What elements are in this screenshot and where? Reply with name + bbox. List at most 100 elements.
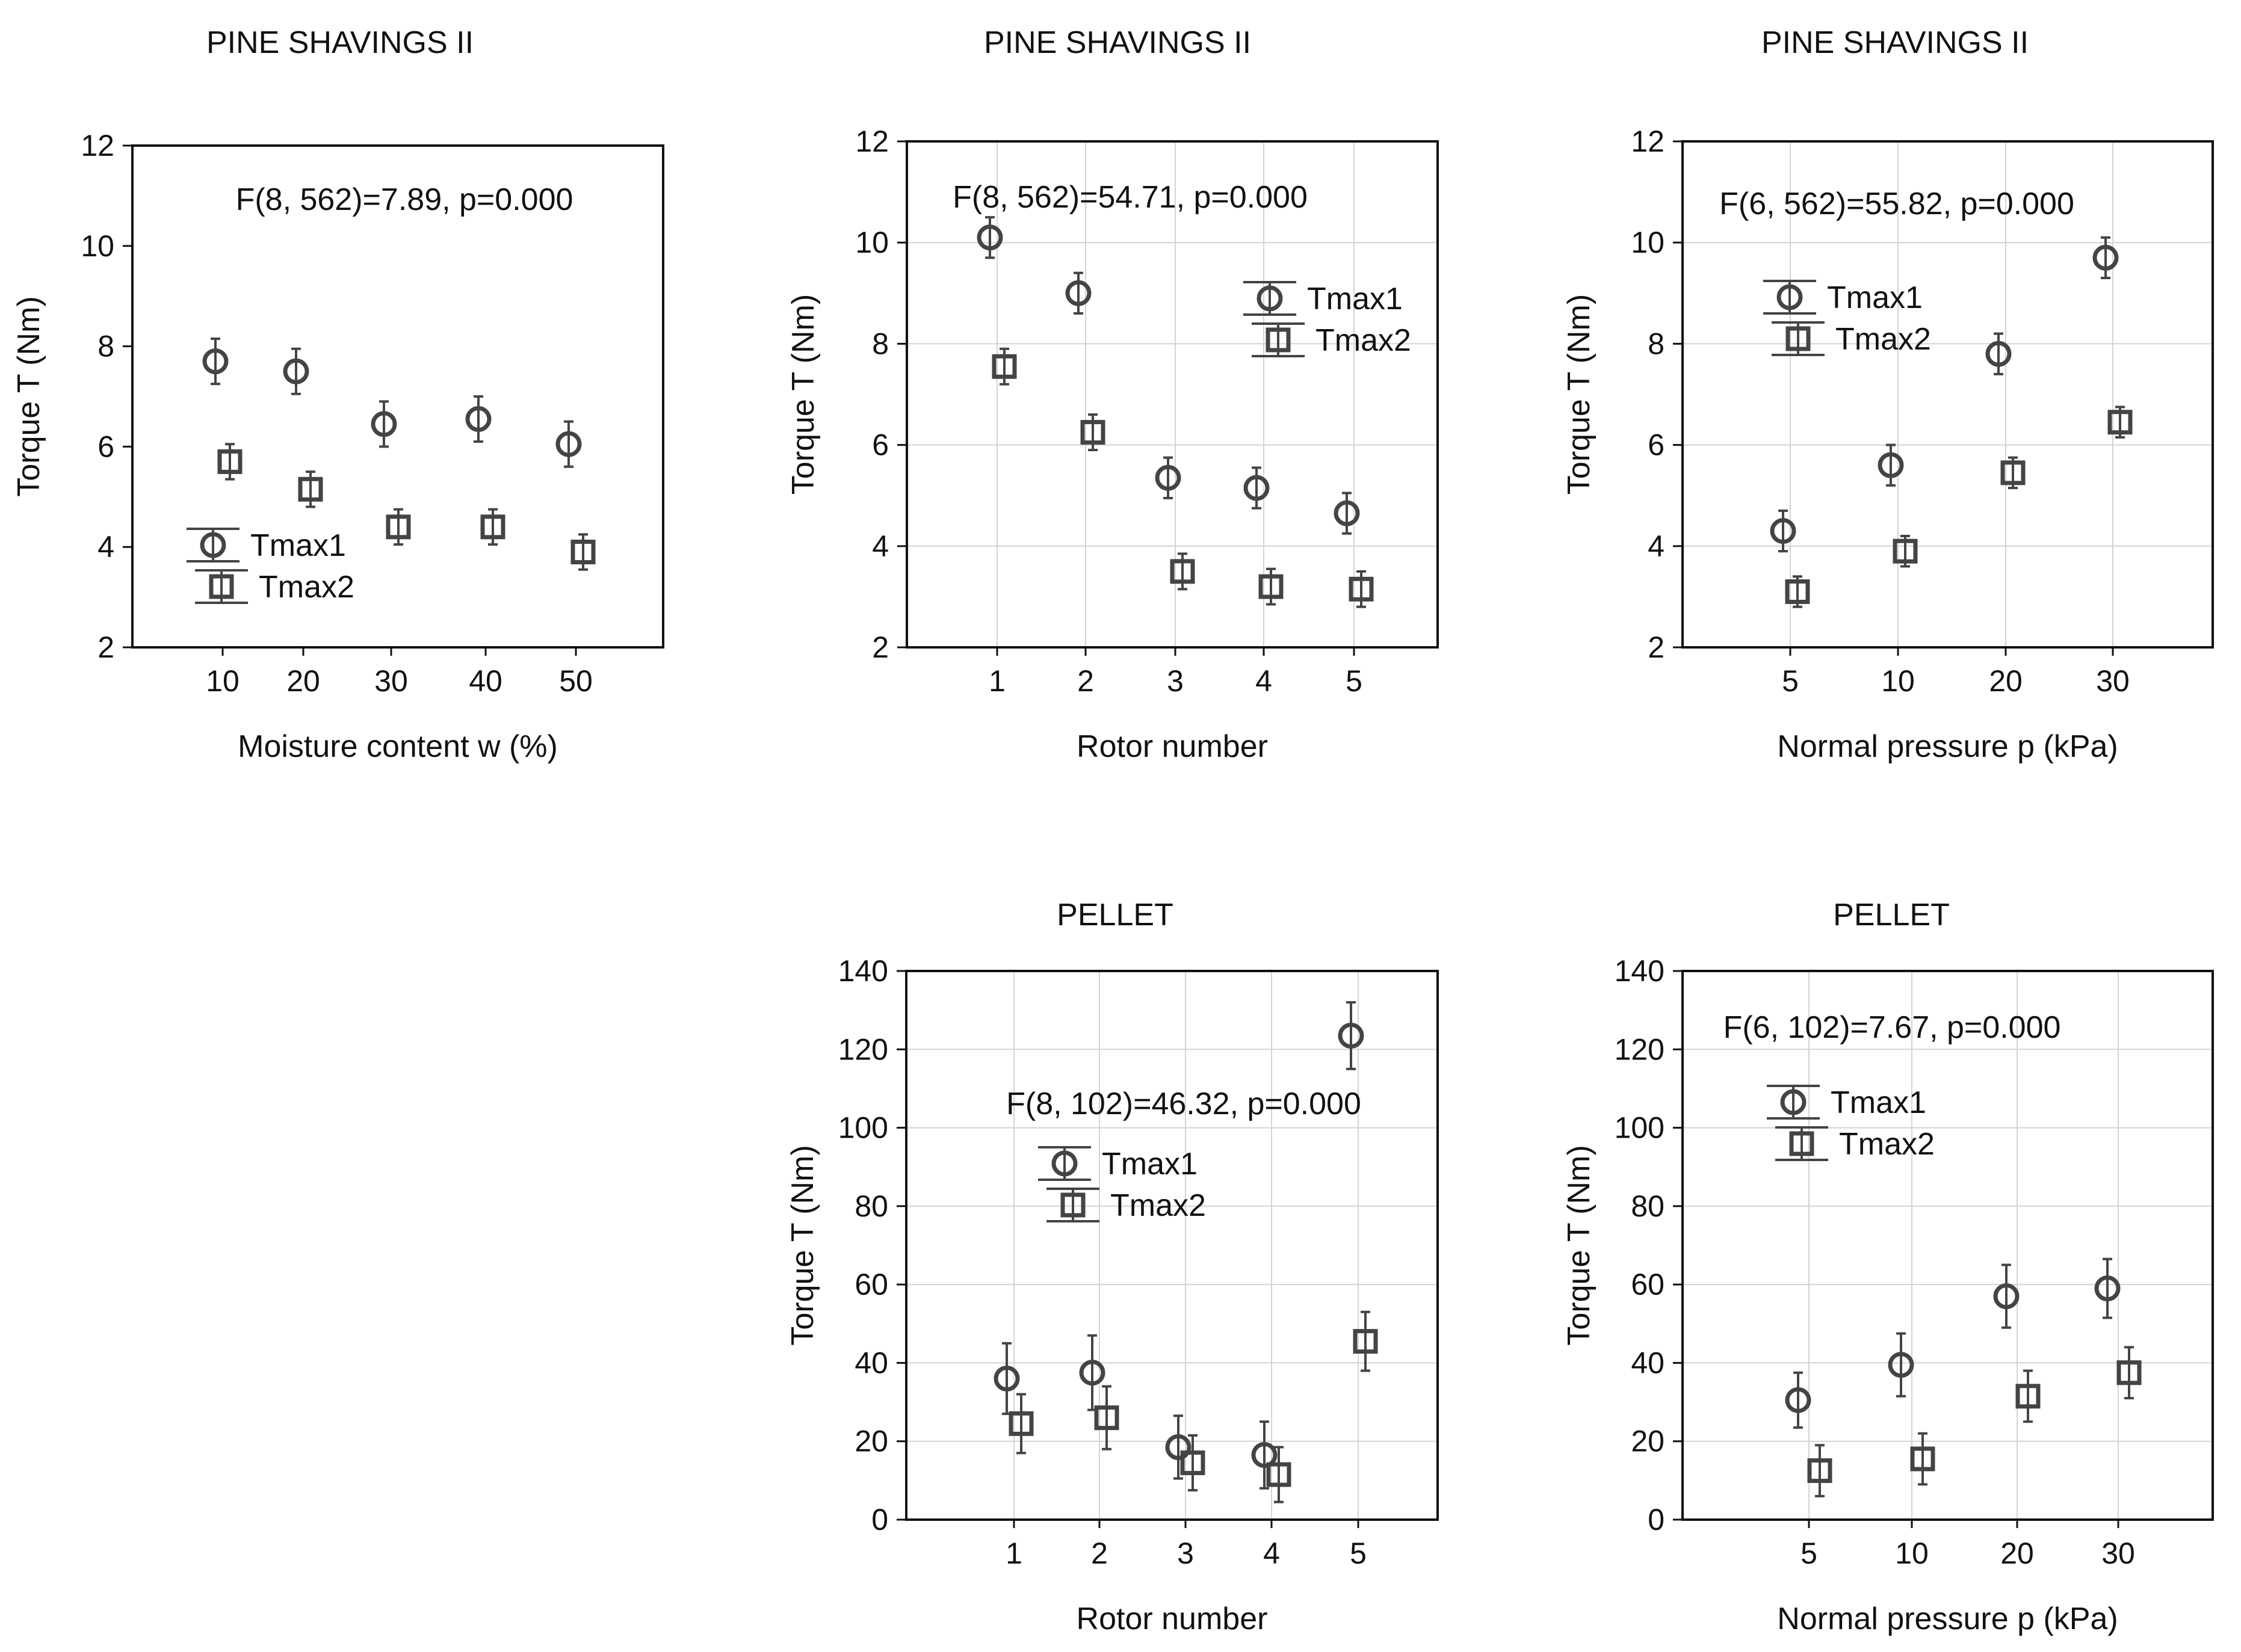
x-tick-label: 5	[1782, 664, 1799, 698]
x-axis-label: Normal pressure p (kPa)	[1777, 729, 2118, 764]
y-tick-label: 8	[1648, 327, 1665, 360]
data-point-tmax2	[1785, 579, 1810, 604]
x-tick-label: 20	[1989, 664, 2023, 698]
data-point-tmax2	[1258, 574, 1284, 599]
error-bar-tmax1	[1260, 1420, 1269, 1490]
y-tick-label: 8	[872, 327, 889, 360]
error-bar-tmax1	[2103, 1257, 2112, 1319]
data-point-tmax1	[1334, 500, 1360, 526]
x-tick-label: 10	[1895, 1536, 1929, 1570]
legend: Tmax1 Tmax2	[187, 528, 354, 605]
chart-ps-moisture: 2 4 6 8 10 12 10 20 30 40 50 PINE SHAVINGS II Moistu…	[11, 25, 664, 764]
error-bar-tmax1	[474, 395, 483, 443]
y-tick-label: 0	[871, 1503, 888, 1536]
x-axis-label: Rotor number	[1077, 1601, 1268, 1636]
y-tick-label: 6	[872, 428, 889, 462]
data-point-tmax2	[480, 514, 505, 540]
error-bar-tmax1	[1778, 509, 1788, 553]
error-bar-tmax2	[1361, 1310, 1370, 1372]
x-axis-label: Moisture content w (%)	[238, 729, 558, 764]
data-point-tmax2	[2116, 1360, 2142, 1385]
data-point-tmax2	[1353, 1329, 1378, 1354]
chart-title: PELLET	[1057, 898, 1173, 932]
plot-frame	[131, 144, 664, 649]
data-point-tmax2	[2015, 1384, 2041, 1409]
error-bar-tmax1	[564, 420, 573, 468]
y-tick-label: 140	[1615, 954, 1665, 988]
y-tick-label: 60	[855, 1268, 888, 1301]
legend-marker-circle	[200, 532, 226, 558]
legend-label: Tmax1	[250, 528, 346, 563]
error-bar-tmax1	[211, 337, 220, 386]
error-bar-tmax1	[985, 216, 995, 259]
y-tick-label: 60	[1631, 1268, 1665, 1301]
data-point-tmax2	[386, 514, 411, 540]
x-tick-label: 2	[1091, 1536, 1108, 1570]
error-bar-tmax1	[1793, 1371, 1803, 1429]
y-axis-label: Torque T (Nm)	[786, 294, 821, 495]
error-bar-tmax1	[1342, 492, 1352, 535]
x-tick-label: 50	[559, 664, 593, 698]
data-point-tmax1	[202, 348, 229, 375]
data-point-tmax2	[1180, 1450, 1205, 1476]
data-point-tmax2	[1266, 1462, 1291, 1487]
data-point-tmax2	[992, 354, 1017, 379]
legend-label: Tmax2	[1835, 322, 1931, 357]
legend-marker-circle	[1051, 1150, 1078, 1177]
data-point-tmax1	[465, 406, 492, 433]
y-tick-label: 80	[1631, 1189, 1665, 1223]
chart-ps-pressure: 2 4 6 8 10 12 5 10 20 30 PINE SHAVINGS II Normal pr…	[1562, 25, 2214, 764]
error-bar-tmax1	[2001, 1263, 2011, 1329]
legend-marker-circle	[1776, 284, 1803, 310]
y-tick-label: 120	[838, 1032, 888, 1066]
error-bar-tmax2	[2023, 1369, 2033, 1423]
data-point-tmax1	[1993, 1283, 2020, 1310]
legend-label: Tmax2	[259, 570, 354, 605]
stat-annotation: F(6, 102)=7.67, p=0.000	[1723, 1010, 2061, 1045]
y-tick-label: 100	[838, 1111, 888, 1145]
error-bar-tmax2	[1815, 1444, 1825, 1497]
data-point-tmax2	[1349, 576, 1374, 602]
error-bar-tmax1	[1346, 1001, 1356, 1070]
y-tick-label: 120	[1615, 1032, 1665, 1066]
data-point-tmax1	[1243, 475, 1270, 501]
data-point-tmax2	[1080, 420, 1105, 445]
error-bar-tmax2	[1188, 1434, 1198, 1492]
data-point-tmax1	[2092, 244, 2119, 271]
x-tick-label: 1	[1006, 1536, 1022, 1570]
x-tick-label: 5	[1801, 1536, 1817, 1570]
error-bar-tmax1	[1886, 443, 1896, 487]
plot-frame	[1681, 970, 2214, 1521]
data-point-tmax1	[1878, 452, 1904, 478]
y-tick-label: 4	[1648, 529, 1665, 563]
x-axis-label: Normal pressure p (kPa)	[1777, 1601, 2118, 1636]
legend-marker-square	[1060, 1192, 1086, 1218]
y-tick-label: 0	[1648, 1503, 1665, 1536]
data-point-tmax1	[1985, 341, 2012, 367]
y-tick-label: 40	[1631, 1346, 1665, 1379]
plot-frame	[1681, 140, 2214, 649]
y-tick-label: 4	[872, 529, 889, 563]
error-bar-tmax2	[1918, 1432, 1927, 1486]
y-axis-label: Torque T (Nm)	[785, 1145, 820, 1345]
data-point-tmax1	[1065, 280, 1092, 306]
error-bar-tmax1	[1173, 1414, 1183, 1480]
legend-label: Tmax1	[1102, 1147, 1198, 1182]
y-tick-label: 80	[855, 1189, 888, 1223]
data-point-tmax1	[977, 224, 1003, 251]
data-point-tmax2	[298, 476, 323, 502]
y-tick-label: 100	[1615, 1111, 1665, 1145]
error-bar-tmax1	[1163, 456, 1173, 499]
error-bar-tmax1	[291, 347, 301, 395]
x-tick-label: 5	[1346, 664, 1362, 698]
error-bar-tmax1	[2101, 236, 2110, 280]
x-tick-label: 40	[469, 664, 502, 698]
stat-annotation: F(6, 562)=55.82, p=0.000	[1719, 186, 2074, 221]
chart-title: PINE SHAVINGS II	[1761, 25, 2029, 60]
chart-pellet-pressure: 0 20 40 60 80 100 120 140 5 10 20 30 PELLET Normal pr…	[1562, 898, 2214, 1636]
y-tick-label: 12	[1631, 125, 1665, 158]
data-point-tmax2	[2107, 410, 2133, 435]
x-tick-label: 1	[989, 664, 1006, 698]
